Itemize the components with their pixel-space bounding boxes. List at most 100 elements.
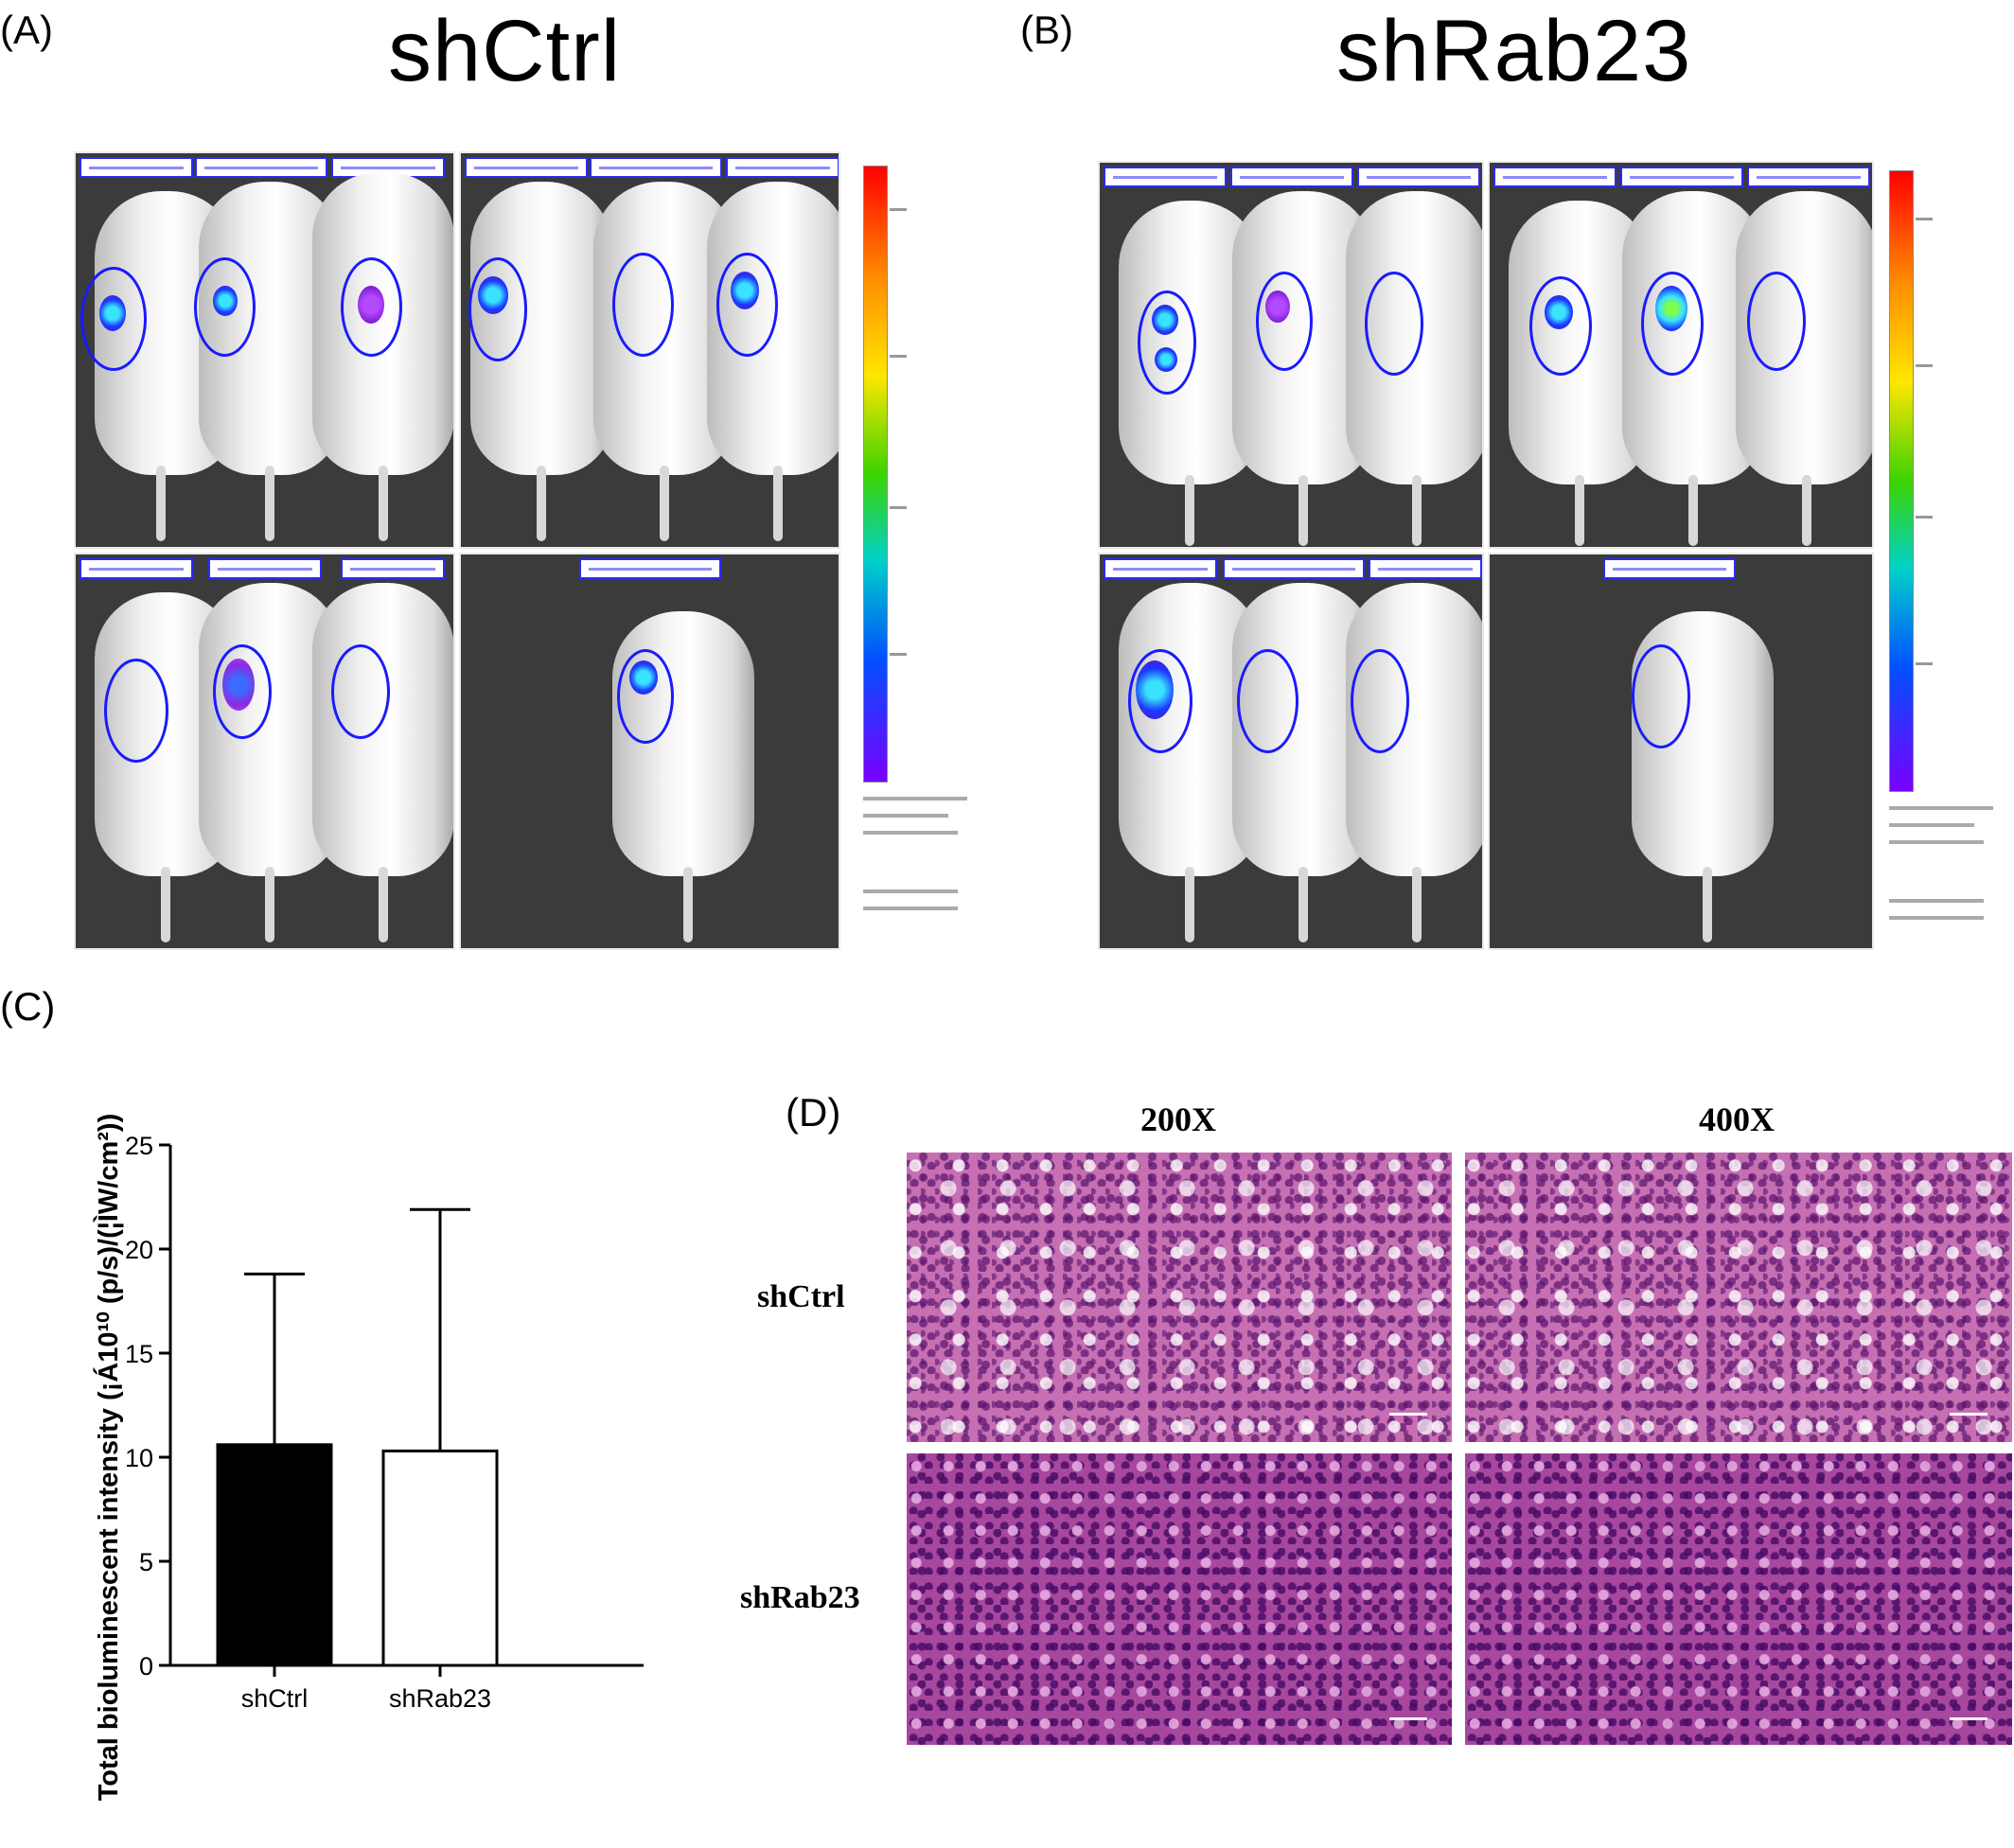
roi-label (1603, 558, 1736, 579)
scale-bar (1950, 1717, 1988, 1720)
roi-circle (213, 644, 272, 739)
roi-circle (1128, 649, 1192, 753)
mouse-tail (156, 466, 166, 541)
row-label-shrab23: shRab23 (740, 1580, 860, 1615)
colorbar-caption (863, 889, 958, 893)
roi-circle (1747, 272, 1806, 371)
panel-a-title: shCtrl (388, 3, 622, 99)
y-tick-label: 0 (139, 1652, 153, 1681)
mouse-tail (379, 466, 388, 541)
mouse-tail (1575, 475, 1584, 546)
signal-blob (629, 660, 658, 695)
column-label-400x: 400X (1699, 1100, 1775, 1138)
mouse-tail (265, 466, 274, 541)
bar (381, 1449, 499, 1667)
roi-circle (468, 257, 527, 361)
x-tick-label: shCtrl (241, 1684, 309, 1713)
colorbar-tick (1916, 364, 1933, 367)
roi-circle (194, 257, 256, 357)
roi-label (1357, 167, 1480, 187)
signal-blob (1655, 286, 1687, 331)
roi-label (80, 558, 193, 579)
radiance-colorbar (1889, 170, 1914, 792)
scale-bar (1950, 1413, 1988, 1416)
roi-circle (1351, 649, 1409, 753)
mouse (612, 611, 754, 876)
imaging-frame (459, 553, 840, 950)
imaging-frame (1488, 161, 1874, 549)
roi-label (1230, 167, 1353, 187)
roi-label (726, 157, 839, 178)
signal-blob (1152, 305, 1178, 335)
colorbar-tick (1916, 218, 1933, 220)
roi-label (1369, 558, 1482, 579)
roi-circle (1256, 272, 1313, 371)
column-label-200x: 200X (1140, 1100, 1216, 1138)
roi-label (195, 157, 327, 178)
roi-label (590, 157, 722, 178)
roi-circle (80, 267, 147, 371)
imaging-frame (1098, 161, 1484, 549)
y-axis-label: Total bioluminescent intensity (¡Á10¹⁰ (… (92, 1114, 124, 1802)
roi-label (465, 157, 588, 178)
mouse-tail (773, 466, 783, 541)
signal-blob (1545, 295, 1573, 329)
row-label-shctrl: shCtrl (757, 1279, 845, 1314)
panel-a-imaging (74, 151, 850, 956)
scale-bar (1389, 1717, 1427, 1720)
y-tick-label: 25 (125, 1132, 153, 1160)
mouse-tail (1298, 475, 1308, 546)
y-tick-label: 20 (125, 1236, 153, 1264)
panel-b-letter: (B) (1020, 8, 1073, 52)
histology-image (1465, 1453, 2012, 1745)
signal-blob (213, 286, 238, 316)
roi-circle (612, 253, 674, 357)
y-tick-label: 10 (125, 1444, 153, 1472)
y-tick-label: 5 (139, 1548, 153, 1576)
imaging-frame (74, 553, 455, 950)
roi-label (1104, 558, 1217, 579)
colorbar-tick (1916, 662, 1933, 665)
colorbar-tick (890, 506, 907, 509)
roi-label (1747, 167, 1870, 187)
mouse-tail (1185, 475, 1194, 546)
colorbar-caption (1889, 840, 1984, 844)
roi-circle (716, 253, 778, 357)
roi-label (1620, 167, 1743, 187)
roi-circle (1641, 272, 1704, 376)
panel-b-title: shRab23 (1336, 3, 1692, 99)
mouse-tail (379, 867, 388, 942)
mouse-tail (1688, 475, 1698, 546)
bar-chart: 0 5 10 15 20 25 shCtrl shRab23 Total biolumines… (92, 1114, 644, 1802)
bar (216, 1443, 333, 1667)
panel-d-letter: (D) (786, 1090, 841, 1135)
radiance-colorbar (863, 166, 888, 783)
roi-circle (1138, 290, 1196, 395)
imaging-frame (459, 151, 840, 549)
roi-label (1223, 558, 1365, 579)
imaging-frame (1098, 553, 1484, 950)
colorbar-caption (863, 906, 958, 910)
colorbar-tick (890, 355, 907, 358)
signal-blob (1265, 290, 1290, 323)
signal-blob (478, 276, 508, 314)
mouse-tail (683, 867, 693, 942)
mouse-tail (660, 466, 669, 541)
panel-b-imaging (1098, 161, 1874, 956)
signal-blob (1136, 660, 1174, 719)
mouse-tail (265, 867, 274, 942)
panel-a-letter: (A) (0, 8, 53, 52)
roi-label (341, 558, 445, 579)
colorbar-tick (890, 208, 907, 211)
roi-label (1493, 167, 1616, 187)
histology-image (1465, 1153, 2012, 1442)
colorbar-caption (863, 814, 948, 818)
colorbar-tick (1916, 516, 1933, 519)
mouse-tail (1412, 475, 1422, 546)
roi-label (80, 157, 193, 178)
mouse-tail (1802, 475, 1811, 546)
signal-blob (358, 286, 384, 324)
roi-label (579, 558, 721, 579)
roi-circle (1365, 272, 1423, 376)
roi-label (208, 558, 322, 579)
